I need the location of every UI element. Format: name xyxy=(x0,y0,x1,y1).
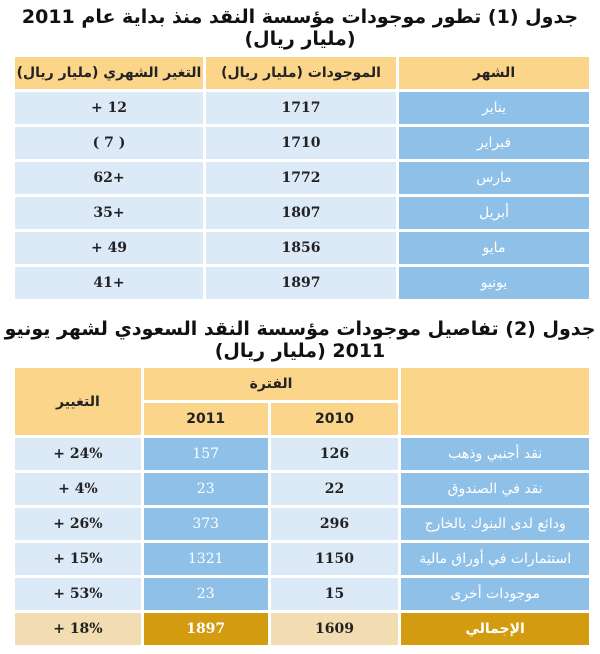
assets-cell: 1710 xyxy=(206,127,396,159)
change-cell: 24% + xyxy=(15,438,141,470)
label-cell: نقد في الصندوق xyxy=(401,473,589,505)
total-2010: 1609 xyxy=(270,613,399,645)
value-2011-cell: 23 xyxy=(143,473,268,505)
value-2011-cell: 157 xyxy=(143,438,268,470)
table-row: يناير 1717 12 + xyxy=(15,92,589,124)
month-cell: أبريل xyxy=(399,197,589,229)
change-cell: 26% + xyxy=(15,508,141,540)
assets-cell: 1807 xyxy=(206,197,396,229)
assets-cell: 1717 xyxy=(206,92,396,124)
table-header-row: الشهر الموجودات (مليار ريال) التغير الشه… xyxy=(15,57,589,89)
value-2010-cell: 1150 xyxy=(270,543,399,575)
change-cell: 49 + xyxy=(15,232,203,264)
label-cell: ودائع لدى البنوك بالخارج xyxy=(401,508,589,540)
header-assets: الموجودات (مليار ريال) xyxy=(206,57,396,89)
table-header-row: الفترة التغيير xyxy=(15,368,589,435)
value-2010-cell: 126 xyxy=(270,438,399,470)
change-cell: 4% + xyxy=(15,473,141,505)
value-2010-cell: 15 xyxy=(270,578,399,610)
month-cell: يناير xyxy=(399,92,589,124)
change-cell: 12 + xyxy=(15,92,203,124)
table2-title: جدول (2) تفاصيل موجودات مؤسسة النقد السع… xyxy=(4,318,596,362)
label-cell: نقد أجنبي وذهب xyxy=(401,438,589,470)
assets-cell: 1897 xyxy=(206,267,396,299)
month-cell: مايو xyxy=(399,232,589,264)
change-cell: +62 xyxy=(15,162,203,194)
table-row: ودائع لدى البنوك بالخارج 296 373 26% + xyxy=(15,508,589,540)
header-change: التغير الشهري (مليار ريال) xyxy=(15,57,203,89)
total-change: 18% + xyxy=(15,613,141,645)
value-2010-cell: 22 xyxy=(270,473,399,505)
header-empty xyxy=(401,368,589,435)
label-cell: استثمارات في أوراق مالية xyxy=(401,543,589,575)
header-month: الشهر xyxy=(399,57,589,89)
table-row: نقد في الصندوق 22 23 4% + xyxy=(15,473,589,505)
month-cell: يونيو xyxy=(399,267,589,299)
value-2011-cell: 1321 xyxy=(143,543,268,575)
table-subheader-row: 2010 2011 xyxy=(15,403,589,435)
total-row: الإجمالي 1609 1897 18% + xyxy=(15,613,589,645)
value-2011-cell: 373 xyxy=(143,508,268,540)
header-2010: 2010 xyxy=(270,403,399,435)
header-change: التغيير xyxy=(15,368,141,435)
change-cell: 53% + xyxy=(15,578,141,610)
label-cell: موجودات أخرى xyxy=(401,578,589,610)
change-cell: 15% + xyxy=(15,543,141,575)
total-label: الإجمالي xyxy=(401,613,589,645)
table-row: فبراير 1710( 7 ) xyxy=(15,127,589,159)
total-2011: 1897 xyxy=(143,613,268,645)
assets-details-table: الفترة التغيير 2010 2011 نقد أجنبي وذهب 1… xyxy=(12,365,592,648)
assets-monthly-table: الشهر الموجودات (مليار ريال) التغير الشه… xyxy=(12,54,592,302)
change-cell: ( 7 ) xyxy=(15,127,203,159)
month-cell: مارس xyxy=(399,162,589,194)
table1-title: جدول (1) تطور موجودات مؤسسة النقد منذ بد… xyxy=(21,6,579,50)
header-period: الفترة xyxy=(143,368,399,400)
table-row: استثمارات في أوراق مالية 1150 1321 15% + xyxy=(15,543,589,575)
table-row: أبريل 1807 +35 xyxy=(15,197,589,229)
month-cell: فبراير xyxy=(399,127,589,159)
table-row: موجودات أخرى 15 23 53% + xyxy=(15,578,589,610)
value-2010-cell: 296 xyxy=(270,508,399,540)
table-row: مايو 1856 49 + xyxy=(15,232,589,264)
assets-cell: 1856 xyxy=(206,232,396,264)
assets-cell: 1772 xyxy=(206,162,396,194)
change-cell: +41 xyxy=(15,267,203,299)
table-row: نقد أجنبي وذهب 126 157 24% + xyxy=(15,438,589,470)
table-row: مارس 1772 +62 xyxy=(15,162,589,194)
value-2011-cell: 23 xyxy=(143,578,268,610)
table-row: يونيو 1897 +41 xyxy=(15,267,589,299)
change-cell: +35 xyxy=(15,197,203,229)
header-2011: 2011 xyxy=(143,403,268,435)
